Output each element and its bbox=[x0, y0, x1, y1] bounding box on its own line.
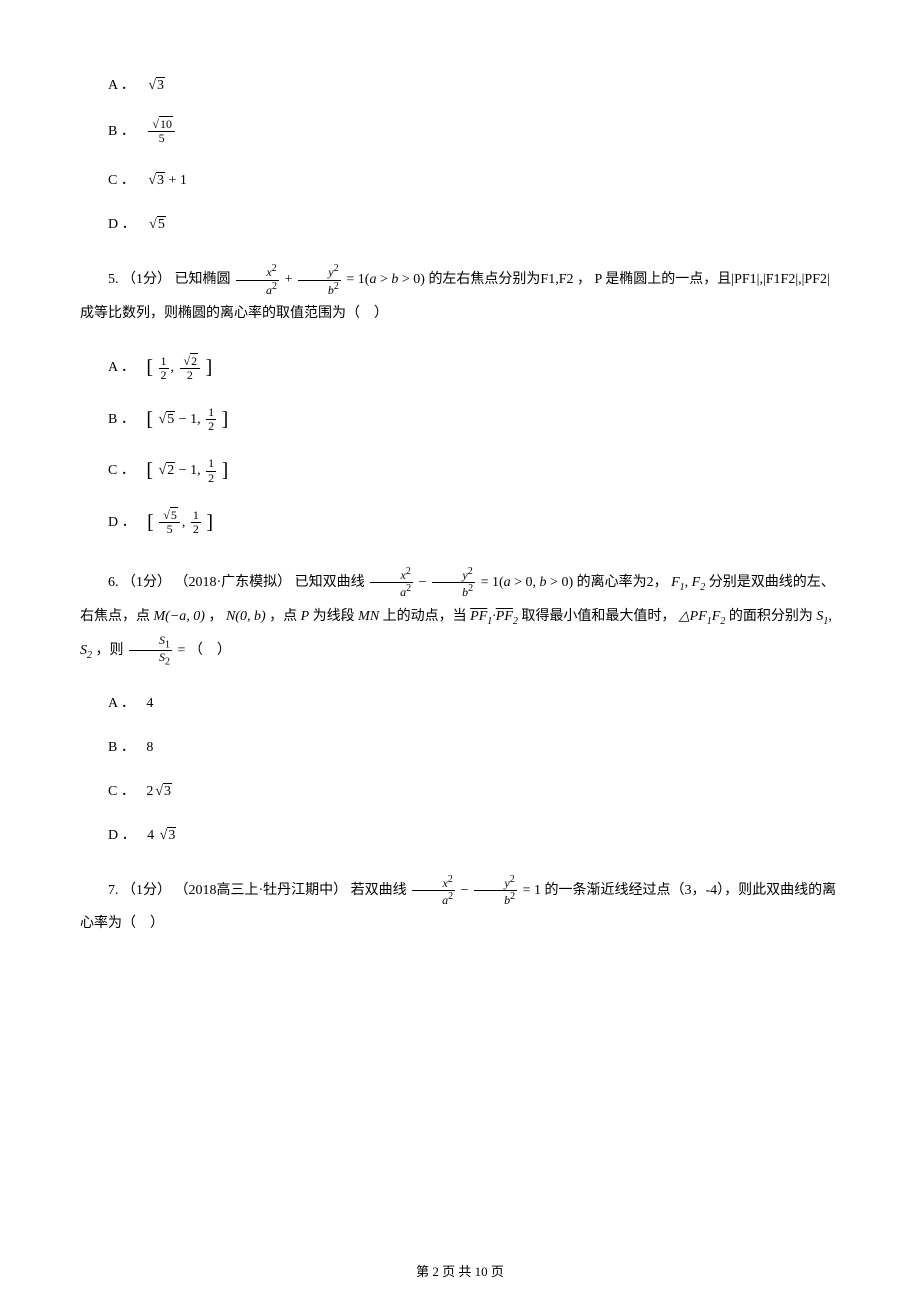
option-b: B ． 8 bbox=[108, 736, 840, 756]
q-text: ， bbox=[205, 609, 226, 624]
q-text: 已知双曲线 bbox=[295, 575, 365, 590]
q-points: （1分） bbox=[122, 575, 171, 590]
segment-mn: MN bbox=[358, 609, 379, 624]
point-m: M(−a, 0) bbox=[154, 609, 205, 624]
option-c: C ． 23 bbox=[108, 780, 840, 800]
question-5-options: A ． [ 12, 22 ] B ． [ 5 − 1, 12 ] C ． [ 2… bbox=[80, 355, 840, 537]
option-label: A ． bbox=[108, 78, 135, 93]
hyperbola-formula: x2a2 − y2b2 = 1(a > 0, b > 0) bbox=[368, 575, 576, 590]
q-text: ，点 bbox=[266, 609, 301, 624]
option-d: D ． 5 bbox=[108, 213, 840, 233]
option-label: A ． bbox=[108, 360, 135, 375]
q-text: 已知椭圆 bbox=[175, 272, 231, 287]
q-text: 的离心率为2， bbox=[577, 575, 668, 590]
question-5-stem: 5. （1分） 已知椭圆 x2a2 + y2b2 = 1(a > b > 0) … bbox=[80, 263, 840, 330]
q-points: （1分） bbox=[122, 272, 171, 287]
option-c: C ． [ 2 − 1, 12 ] bbox=[108, 457, 840, 484]
point-n: N(0, b) bbox=[226, 609, 266, 624]
option-value: [ 5 − 1, 12 ] bbox=[146, 412, 228, 427]
q-text: 若双曲线 bbox=[351, 883, 407, 898]
foci: F1, F2 bbox=[671, 575, 705, 590]
option-label: B ． bbox=[108, 740, 135, 755]
q-text: 为线段 bbox=[309, 609, 358, 624]
question-7-stem: 7. （1分） （2018高三上·牡丹江期中） 若双曲线 x2a2 − y2b2… bbox=[80, 874, 840, 941]
option-value: 4 bbox=[146, 696, 153, 711]
q-source: （2018高三上·牡丹江期中） bbox=[175, 883, 348, 898]
q-text: 取得最小值和最大值时， bbox=[518, 609, 679, 624]
option-value: 3 bbox=[158, 828, 177, 843]
option-b: B ． [ 5 − 1, 12 ] bbox=[108, 406, 840, 433]
option-a: A ． 3 bbox=[108, 74, 840, 94]
option-b: B ． 10 5 bbox=[108, 118, 840, 145]
ellipse-formula: x2a2 + y2b2 = 1(a > b > 0) bbox=[234, 272, 428, 287]
q-text: ，则 bbox=[92, 643, 127, 658]
q-points: （1分） bbox=[122, 883, 171, 898]
option-value: [ 2 − 1, 12 ] bbox=[146, 463, 228, 478]
option-value: 5 bbox=[147, 217, 166, 232]
option-a: A ． [ 12, 22 ] bbox=[108, 355, 840, 382]
q-number: 7. bbox=[108, 883, 119, 898]
option-value: [ 12, 22 ] bbox=[146, 360, 212, 375]
option-value: 8 bbox=[146, 740, 153, 755]
q-source: （2018·广东模拟） bbox=[175, 575, 292, 590]
option-label: D ． bbox=[108, 828, 136, 843]
q-number: 6. bbox=[108, 575, 119, 590]
option-value: 3 bbox=[146, 78, 165, 93]
q-paren: （ ） bbox=[189, 643, 231, 658]
prev-question-options: A ． 3 B ． 10 5 C ． 3 + 1 D ． 5 bbox=[80, 74, 840, 233]
option-c: C ． 3 + 1 bbox=[108, 169, 840, 189]
option-label: D ． bbox=[108, 217, 136, 232]
option-value: [ 55, 12 ] bbox=[147, 515, 213, 530]
q-text: 上的动点，当 bbox=[379, 609, 470, 624]
vec-product: PF1·PF2 bbox=[470, 609, 518, 624]
q-text: 的面积分别为 bbox=[729, 609, 817, 624]
q-number: 5. bbox=[108, 272, 119, 287]
option-d: D ． [ 55, 12 ] bbox=[108, 509, 840, 536]
option-value: 23 bbox=[146, 784, 172, 799]
option-label: C ． bbox=[108, 463, 135, 478]
hyperbola-formula: x2a2 − y2b2 = 1 bbox=[410, 883, 544, 898]
page-footer: 第 2 页 共 10 页 bbox=[0, 1261, 920, 1280]
option-label: C ． bbox=[108, 784, 135, 799]
option-value: 10 5 bbox=[148, 118, 175, 145]
triangle: △PF1F2 bbox=[679, 609, 725, 624]
option-label: C ． bbox=[108, 173, 135, 188]
option-label: B ． bbox=[108, 412, 135, 427]
ratio-formula: S1S2 = bbox=[127, 643, 189, 658]
option-prefix: 4 bbox=[147, 828, 158, 843]
page: A ． 3 B ． 10 5 C ． 3 + 1 D ． 5 5. （1分） 已… bbox=[0, 0, 920, 1302]
option-d: D ． 4 3 bbox=[108, 824, 840, 844]
question-6-options: A ． 4 B ． 8 C ． 23 D ． 4 3 bbox=[80, 692, 840, 844]
option-label: D ． bbox=[108, 515, 136, 530]
point-p: P bbox=[301, 609, 310, 624]
option-label: A ． bbox=[108, 696, 135, 711]
option-label: B ． bbox=[108, 124, 135, 139]
option-value: 3 + 1 bbox=[146, 173, 187, 188]
option-a: A ． 4 bbox=[108, 692, 840, 712]
question-6-stem: 6. （1分） （2018·广东模拟） 已知双曲线 x2a2 − y2b2 = … bbox=[80, 566, 840, 668]
